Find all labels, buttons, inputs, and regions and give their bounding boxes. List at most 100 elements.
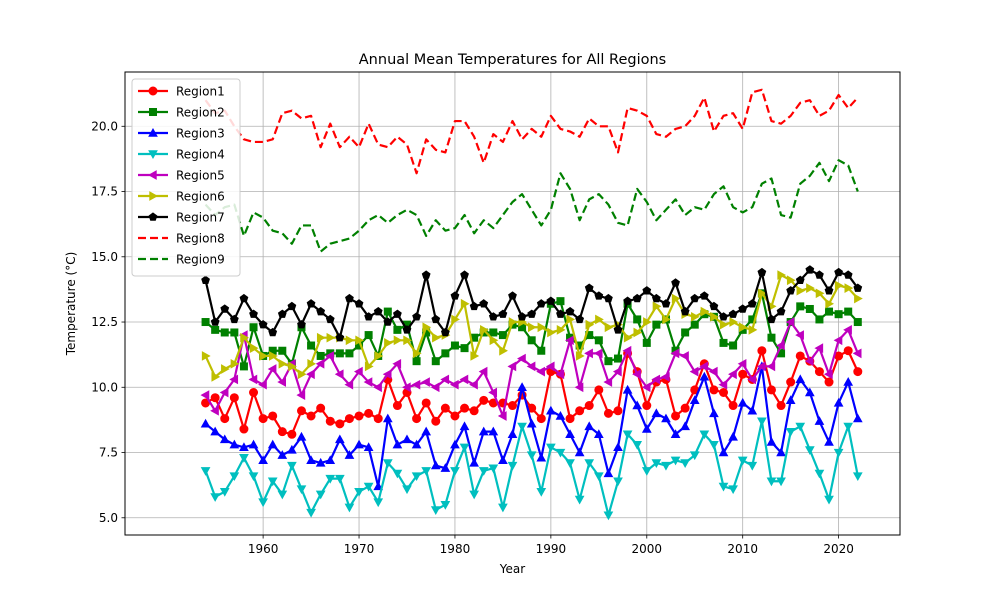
data-point xyxy=(603,511,614,521)
data-point xyxy=(661,299,671,308)
data-point xyxy=(382,413,393,423)
data-point xyxy=(374,351,384,361)
data-point xyxy=(766,361,776,372)
data-point xyxy=(498,503,508,513)
legend-item-region5: Region5 xyxy=(138,169,225,183)
data-point xyxy=(691,311,700,322)
data-point xyxy=(632,293,642,303)
data-point xyxy=(843,325,852,335)
data-point xyxy=(536,366,545,377)
data-point xyxy=(747,299,757,308)
data-point xyxy=(710,311,719,322)
data-point xyxy=(402,325,412,334)
data-point xyxy=(806,283,815,293)
data-point xyxy=(268,411,278,421)
data-point xyxy=(795,330,804,340)
data-point xyxy=(210,393,220,403)
data-point xyxy=(354,439,364,449)
data-point xyxy=(604,357,613,366)
data-point xyxy=(201,318,210,327)
data-point xyxy=(757,267,767,277)
legend-label: Region9 xyxy=(176,253,225,267)
data-point xyxy=(737,358,747,369)
data-point xyxy=(843,422,854,432)
data-point xyxy=(480,325,489,335)
data-point xyxy=(219,387,229,398)
data-point xyxy=(642,401,652,411)
series-region8 xyxy=(204,88,859,175)
data-point xyxy=(306,411,316,421)
data-point xyxy=(651,408,662,418)
data-point xyxy=(296,390,306,400)
data-point xyxy=(354,366,363,377)
data-point xyxy=(594,291,604,300)
data-point xyxy=(834,280,844,291)
data-point xyxy=(603,377,613,387)
data-point xyxy=(364,361,374,372)
data-point xyxy=(354,487,364,497)
data-point xyxy=(526,451,537,461)
data-point xyxy=(421,467,432,476)
data-point xyxy=(796,302,805,311)
data-point xyxy=(604,293,613,303)
data-point xyxy=(565,459,575,468)
data-point xyxy=(805,265,815,274)
data-point xyxy=(248,439,259,449)
data-point xyxy=(355,335,365,346)
data-point xyxy=(660,371,670,382)
legend-box xyxy=(131,78,241,277)
data-point xyxy=(517,422,527,432)
data-point xyxy=(450,291,460,300)
data-point xyxy=(403,335,413,346)
data-point xyxy=(652,320,661,329)
legend-marker xyxy=(148,86,158,96)
data-point xyxy=(373,306,383,316)
data-point xyxy=(325,416,335,426)
data-point xyxy=(258,320,268,329)
data-point xyxy=(670,348,680,359)
data-point xyxy=(824,495,834,505)
data-point xyxy=(777,270,787,280)
series-region5 xyxy=(200,317,862,421)
data-point xyxy=(594,336,603,345)
data-point xyxy=(555,369,565,380)
legend: Region1 Region2 Region3 Region4 Region5 Regio… xyxy=(131,78,241,277)
data-point xyxy=(469,301,479,311)
data-point xyxy=(334,369,344,380)
data-point xyxy=(536,414,546,424)
data-point xyxy=(201,351,211,361)
data-point xyxy=(766,385,776,395)
data-point xyxy=(843,377,854,386)
data-point xyxy=(354,411,364,421)
data-point xyxy=(757,417,767,427)
data-point xyxy=(795,351,805,361)
data-point xyxy=(499,345,508,356)
chart-title: Annual Mean Temperatures for All Regions xyxy=(359,52,666,68)
data-point xyxy=(594,385,604,395)
data-point xyxy=(728,309,738,318)
legend-label: Region6 xyxy=(176,190,225,204)
data-point xyxy=(268,327,278,337)
data-point xyxy=(422,322,432,333)
data-point xyxy=(277,377,287,387)
data-point xyxy=(719,338,728,347)
data-point xyxy=(507,461,518,471)
data-point xyxy=(786,377,796,387)
data-point xyxy=(373,414,383,424)
data-point xyxy=(200,390,210,400)
data-point xyxy=(297,369,307,380)
data-point xyxy=(249,343,259,353)
legend-marker xyxy=(148,150,158,160)
y-tick-label: 15.0 xyxy=(91,250,118,264)
series-region3 xyxy=(200,361,863,491)
data-point xyxy=(440,501,451,510)
data-point xyxy=(363,377,373,387)
data-point xyxy=(651,374,661,385)
x-tick-label: 2020 xyxy=(823,542,854,556)
data-point xyxy=(689,395,700,405)
data-point xyxy=(555,410,566,420)
data-point xyxy=(239,442,249,452)
data-point xyxy=(325,351,334,361)
x-tick-label: 2010 xyxy=(727,542,758,556)
data-point xyxy=(633,315,642,324)
